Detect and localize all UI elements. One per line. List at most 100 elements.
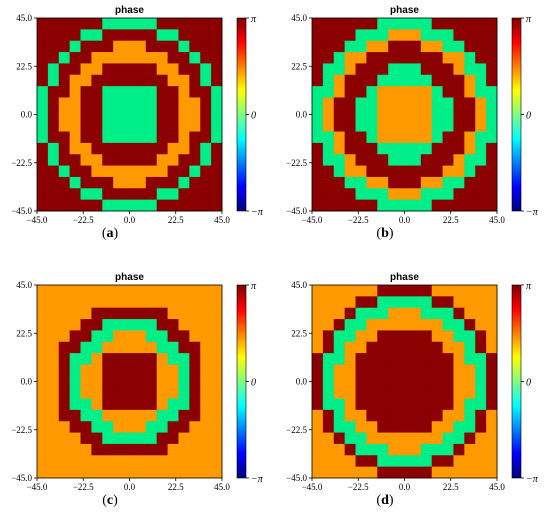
x-tick-label: −45.0 xyxy=(27,482,48,492)
heatmap-cell xyxy=(200,421,212,433)
heatmap-cell xyxy=(420,74,433,87)
x-tick-label: −22.5 xyxy=(348,482,369,492)
heatmap-cell xyxy=(58,165,71,178)
heatmap-cell xyxy=(453,199,465,212)
heatmap-cell xyxy=(431,319,443,331)
heatmap-cell xyxy=(431,199,443,212)
heatmap-cell xyxy=(200,353,212,365)
heatmap-cell xyxy=(322,52,335,64)
heatmap-cell xyxy=(409,74,422,87)
heatmap-cell xyxy=(47,97,60,110)
x-tick-label: 22.5 xyxy=(443,482,459,492)
heatmap-cell xyxy=(442,40,454,53)
heatmap-cell xyxy=(178,409,190,422)
heatmap-cell xyxy=(167,319,179,331)
heatmap-cell xyxy=(91,398,103,411)
heatmap-cell xyxy=(47,86,60,98)
heatmap-cell xyxy=(47,455,60,468)
heatmap-cell xyxy=(134,341,147,354)
heatmap-cell xyxy=(333,455,346,468)
heatmap-cell xyxy=(377,188,389,201)
heatmap-cell xyxy=(464,131,476,144)
heatmap-cell xyxy=(167,455,179,468)
heatmap-cell xyxy=(355,296,367,309)
caption-b: (b) xyxy=(376,226,394,241)
heatmap-cell xyxy=(486,29,498,42)
heatmap-cell xyxy=(80,375,92,388)
heatmap-cell xyxy=(189,375,201,388)
heatmap-cell xyxy=(453,131,465,144)
heatmap-cell xyxy=(167,52,179,64)
heatmap-cell xyxy=(124,353,136,365)
heatmap-cell xyxy=(189,330,201,343)
heatmap-cell xyxy=(377,97,389,110)
heatmap-cell xyxy=(333,307,346,320)
caption-letter: a xyxy=(106,226,114,241)
heatmap-cell xyxy=(113,296,125,309)
heatmap-cell xyxy=(91,18,103,30)
heatmap-cell xyxy=(409,142,422,155)
heatmap-cell xyxy=(388,387,400,399)
heatmap-cell xyxy=(355,108,367,121)
heatmap-cell xyxy=(420,387,433,399)
heatmap-cell xyxy=(91,63,103,76)
heatmap-cell xyxy=(475,120,487,132)
y-tick-label: 22.5 xyxy=(291,328,307,338)
heatmap-cell xyxy=(344,319,356,331)
heatmap-cell xyxy=(355,120,367,132)
heatmap-cell xyxy=(211,319,223,331)
heatmap-cell xyxy=(355,455,367,468)
heatmap-cell xyxy=(37,387,49,399)
heatmap-cell xyxy=(178,330,190,343)
heatmap-cell xyxy=(58,353,71,365)
heatmap-cell xyxy=(124,120,136,132)
heatmap-cell xyxy=(113,455,125,468)
x-tick-label: 0.0 xyxy=(399,215,411,225)
heatmap-cell xyxy=(388,29,400,42)
heatmap-cell xyxy=(344,18,356,30)
heatmap-cell xyxy=(344,375,356,388)
heatmap-cell xyxy=(312,176,324,189)
heatmap-cell xyxy=(486,52,498,64)
heatmap-cell xyxy=(442,74,454,87)
heatmap-cell xyxy=(409,40,422,53)
y-tick-label: −45.0 xyxy=(11,473,32,483)
heatmap-cell xyxy=(453,466,465,479)
heatmap-cell xyxy=(211,97,223,110)
heatmap-cell xyxy=(47,176,60,189)
heatmap-cell xyxy=(167,97,179,110)
heatmap-cell xyxy=(113,97,125,110)
heatmap-cell xyxy=(91,120,103,132)
heatmap-cell xyxy=(442,307,454,320)
heatmap-cell xyxy=(156,165,168,178)
heatmap-cell xyxy=(409,199,422,212)
heatmap-cell xyxy=(399,29,411,42)
heatmap-cell xyxy=(399,142,411,155)
heatmap-cell xyxy=(211,307,223,320)
heatmap-cell xyxy=(58,176,71,189)
heatmap-cell xyxy=(211,63,223,76)
heatmap-cell xyxy=(178,74,190,87)
heatmap-cell xyxy=(47,285,60,297)
heatmap-cell xyxy=(189,409,201,422)
heatmap-cell xyxy=(200,398,212,411)
heatmap-cell xyxy=(442,455,454,468)
heatmap-cell xyxy=(37,466,49,479)
heatmap-cell xyxy=(211,341,223,354)
heatmap-cell xyxy=(388,188,400,201)
heatmap-cell xyxy=(178,364,190,377)
heatmap-cell xyxy=(475,341,487,354)
heatmap-cell xyxy=(102,353,114,365)
heatmap-cell xyxy=(178,285,190,297)
heatmap-cell xyxy=(37,131,49,144)
heatmap-cell xyxy=(37,40,49,53)
heatmap-cell xyxy=(453,421,465,433)
heatmap-cell xyxy=(388,52,400,64)
heatmap-cell xyxy=(91,364,103,377)
heatmap-cell xyxy=(91,154,103,166)
heatmap-cell xyxy=(124,443,136,456)
heatmap-cell xyxy=(113,319,125,331)
heatmap-cell xyxy=(453,188,465,201)
heatmap-cell xyxy=(442,86,454,98)
heatmap-cell xyxy=(453,285,465,297)
